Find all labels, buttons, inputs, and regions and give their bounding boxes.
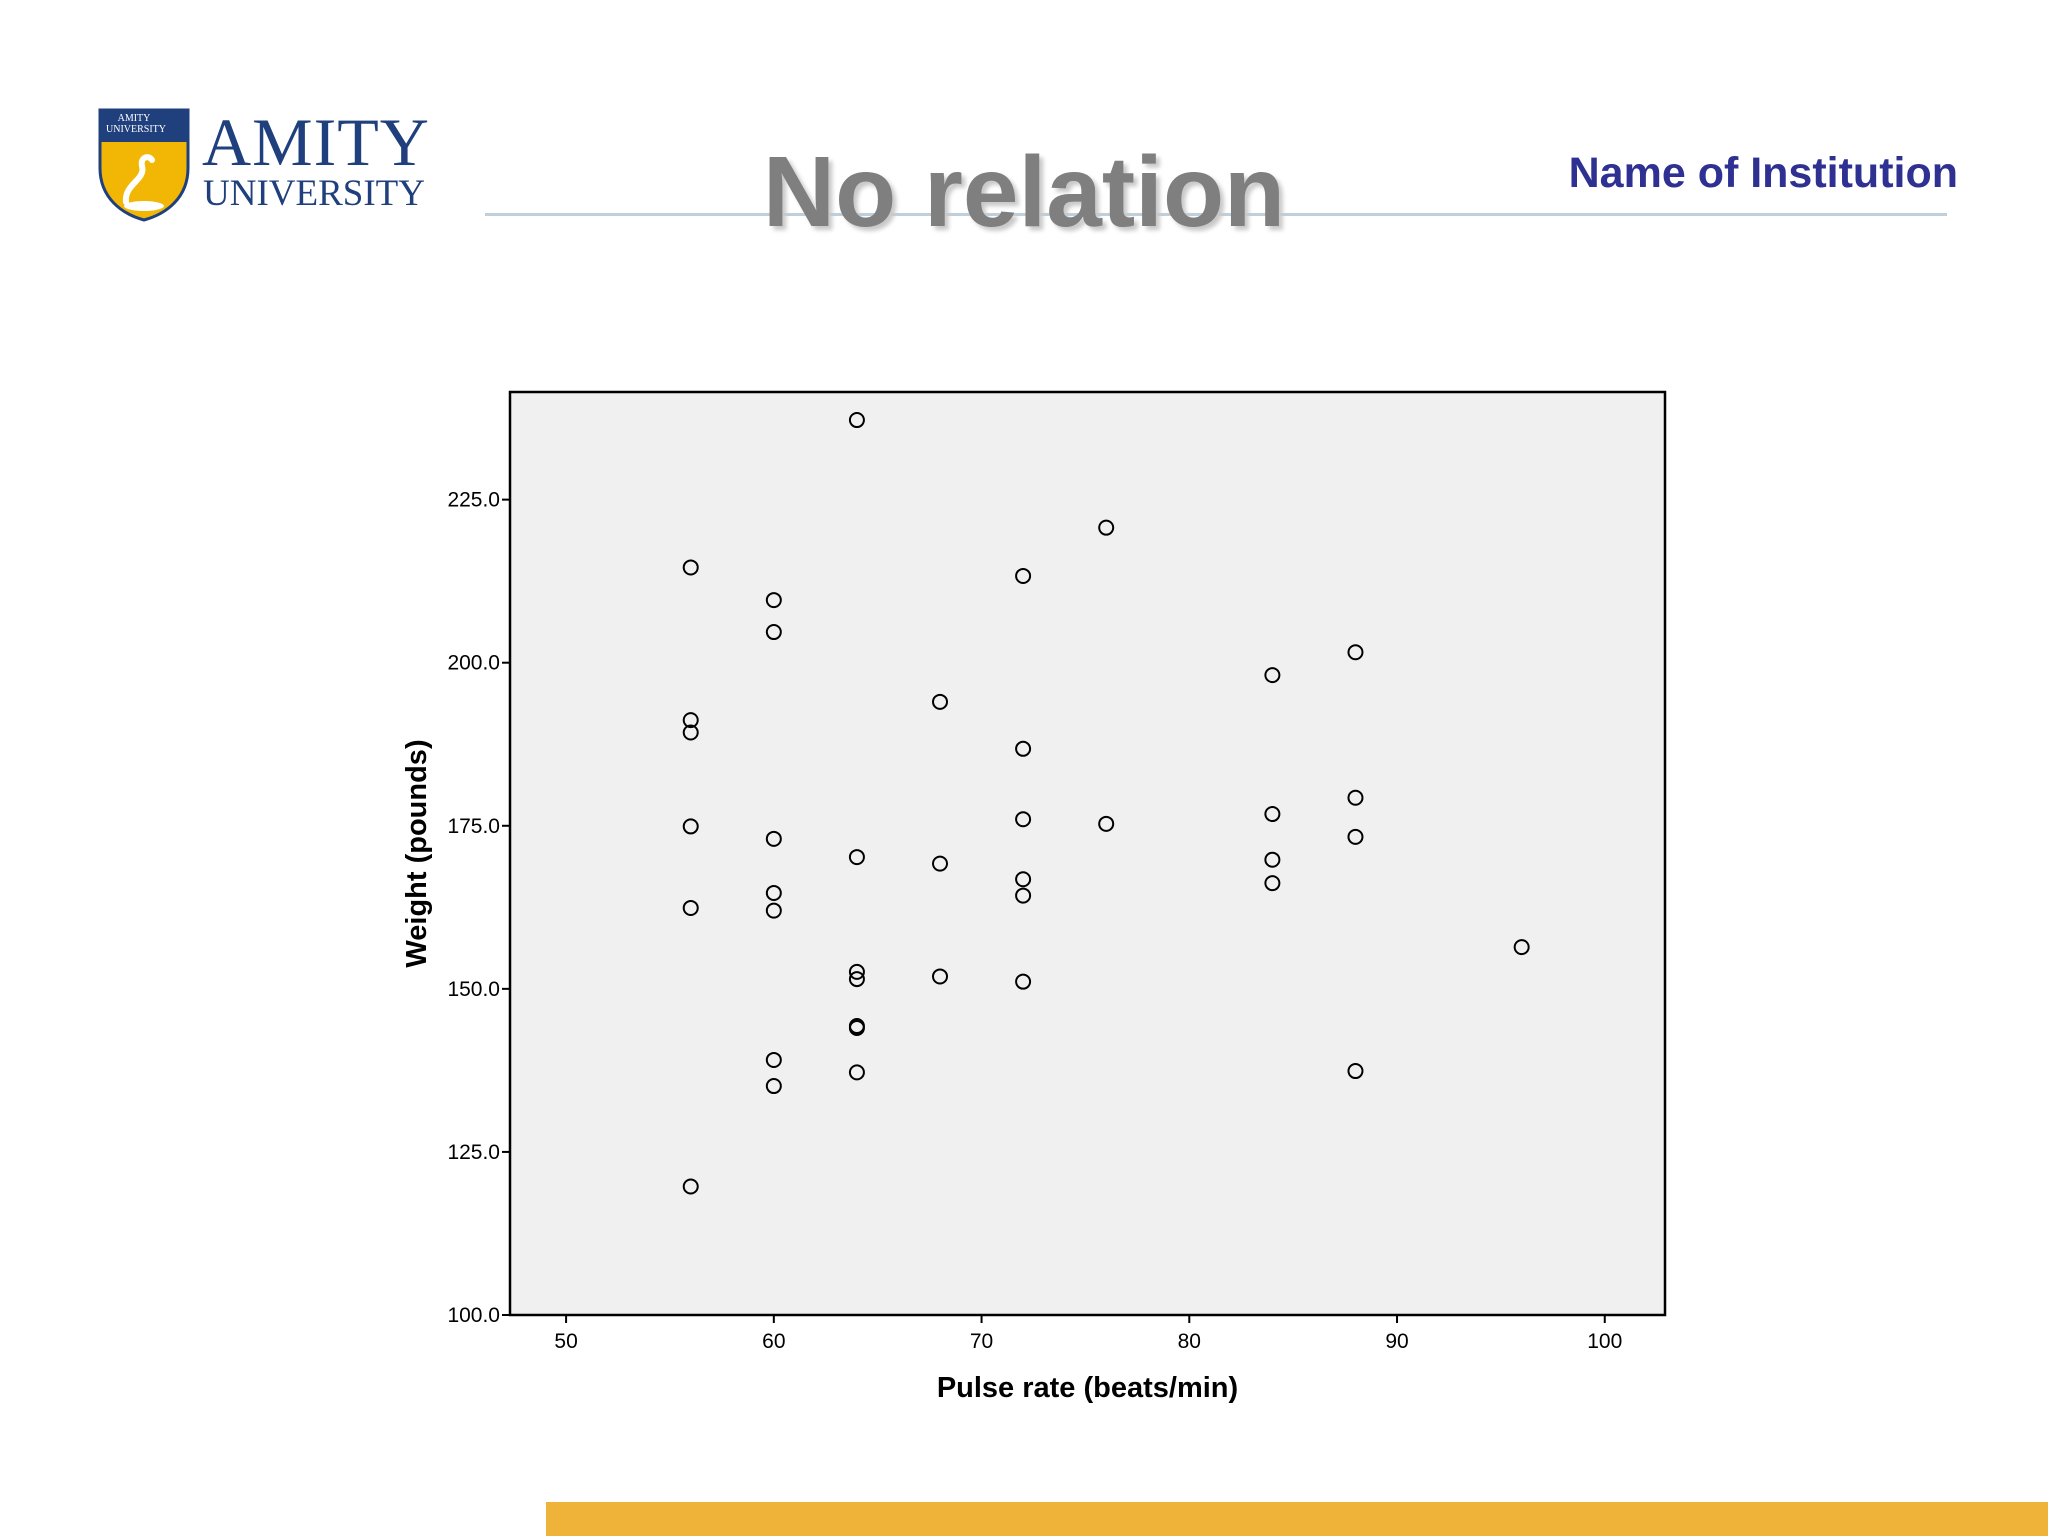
- y-tick-label: 150.0: [447, 978, 500, 1001]
- data-point: [848, 849, 865, 866]
- data-point: [682, 1178, 699, 1195]
- y-tick-label: 125.0: [447, 1141, 500, 1164]
- data-point: [932, 693, 949, 710]
- x-tick-label: 60: [762, 1330, 785, 1353]
- data-point: [932, 855, 949, 872]
- x-axis-label: Pulse rate (beats/min): [937, 1372, 1238, 1404]
- data-point: [1264, 875, 1281, 892]
- data-point: [1098, 519, 1115, 536]
- data-point: [848, 1064, 865, 1081]
- data-point: [1347, 644, 1364, 661]
- data-point: [848, 963, 865, 980]
- data-point: [932, 968, 949, 985]
- data-point: [765, 1051, 782, 1068]
- data-point: [1015, 887, 1032, 904]
- data-point: [765, 884, 782, 901]
- data-point: [682, 712, 699, 729]
- data-point: [1015, 567, 1032, 584]
- data-point: [1347, 789, 1364, 806]
- data-point: [848, 971, 865, 988]
- data-point: [1264, 806, 1281, 823]
- data-point: [1015, 973, 1032, 990]
- slide-title: No relation: [762, 136, 1286, 248]
- data-point: [848, 1019, 865, 1036]
- data-point: [848, 412, 865, 429]
- scatter-chart: 100.0 125.0 150.0 175.0 200.0 225.0 50 60 70 80 9…: [401, 390, 1667, 1404]
- data-point: [1347, 828, 1364, 845]
- data-point: [1015, 871, 1032, 888]
- data-point: [1015, 740, 1032, 757]
- data-point: [1098, 815, 1115, 832]
- data-point: [1347, 1063, 1364, 1080]
- data-point: [765, 1078, 782, 1095]
- x-tick-label: 90: [1385, 1330, 1408, 1353]
- shield-text: AMITY UNIVERSITY: [106, 113, 166, 135]
- data-point: [765, 902, 782, 919]
- y-axis: 100.0 125.0 150.0 175.0 200.0 225.0: [447, 489, 510, 1327]
- data-points: [682, 412, 1530, 1195]
- data-point: [682, 818, 699, 835]
- university-shield-icon: [98, 108, 190, 222]
- y-tick-label: 175.0: [447, 815, 500, 838]
- amity-university-logo: AMITY UNIVERSITY AMITY UNIVERSITY: [96, 106, 446, 224]
- logo-wordmark-university: UNIVERSITY: [203, 173, 425, 214]
- data-point: [1264, 851, 1281, 868]
- logo-wordmark-amity: AMITY: [202, 104, 430, 180]
- data-point: [765, 830, 782, 847]
- y-tick-label: 200.0: [447, 652, 500, 675]
- data-point: [682, 724, 699, 741]
- y-tick-label: 100.0: [447, 1304, 500, 1327]
- data-point: [682, 899, 699, 916]
- x-tick-label: 80: [1178, 1330, 1201, 1353]
- plot-area: [508, 390, 1667, 1317]
- data-point: [1513, 939, 1530, 956]
- data-point: [765, 592, 782, 609]
- data-point: [1015, 811, 1032, 828]
- institution-name: Name of Institution: [1568, 149, 1958, 197]
- footer-accent-bar: [546, 1502, 2048, 1536]
- x-axis: 50 60 70 80 90 100: [554, 1315, 1622, 1353]
- y-tick-label: 225.0: [447, 489, 500, 512]
- y-axis-label: Weight (pounds): [401, 739, 433, 967]
- x-tick-label: 100: [1587, 1330, 1622, 1353]
- header-divider: [485, 213, 1947, 216]
- x-tick-label: 70: [970, 1330, 993, 1353]
- data-point: [1264, 667, 1281, 684]
- data-point: [765, 624, 782, 641]
- data-point: [682, 559, 699, 576]
- x-tick-label: 50: [554, 1330, 577, 1353]
